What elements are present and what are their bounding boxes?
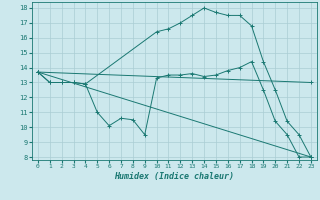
X-axis label: Humidex (Indice chaleur): Humidex (Indice chaleur) [115,172,234,181]
